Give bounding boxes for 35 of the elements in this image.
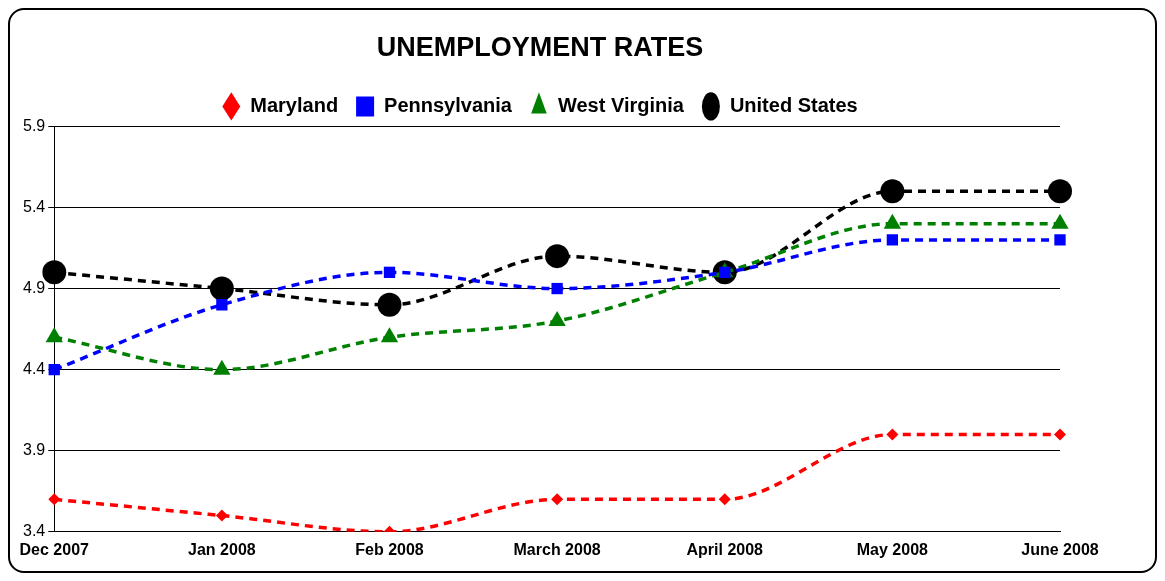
chart-title: UNEMPLOYMENT RATES — [376, 31, 704, 62]
point — [215, 509, 228, 522]
point — [880, 179, 905, 204]
legend-label: Maryland — [250, 93, 339, 116]
point — [551, 282, 563, 295]
point — [377, 292, 402, 317]
point — [1054, 428, 1066, 441]
y-tick-label: 3.4 — [22, 522, 46, 540]
y-tick-label: 4.9 — [22, 278, 46, 296]
point — [216, 299, 228, 311]
point — [48, 363, 60, 376]
x-tick-label: June 2008 — [1021, 540, 1099, 558]
point — [1054, 234, 1066, 246]
y-tick-label: 3.9 — [22, 441, 46, 459]
x-tick-label: Dec 2007 — [19, 540, 90, 558]
y-tick-label: 5.9 — [22, 116, 46, 134]
point — [886, 234, 899, 246]
point — [545, 244, 570, 269]
x-tick-label: Jan 2008 — [188, 540, 256, 558]
point — [209, 276, 234, 301]
x-tick-label: April 2008 — [686, 540, 764, 558]
point — [1048, 179, 1072, 204]
legend-label: Pennsylvania — [384, 93, 513, 116]
x-tick-label: March 2008 — [513, 540, 601, 558]
point — [551, 493, 564, 506]
legend-label: West Virginia — [557, 93, 685, 116]
x-tick-label: Feb 2008 — [355, 540, 424, 558]
y-tick-label: 4.4 — [22, 360, 46, 378]
point — [886, 428, 899, 441]
legend-label: United States — [729, 93, 858, 116]
y-tick-label: 5.4 — [22, 197, 46, 215]
point — [718, 493, 731, 506]
point — [383, 266, 396, 278]
x-tick-label: May 2008 — [856, 540, 929, 558]
point — [48, 493, 61, 506]
